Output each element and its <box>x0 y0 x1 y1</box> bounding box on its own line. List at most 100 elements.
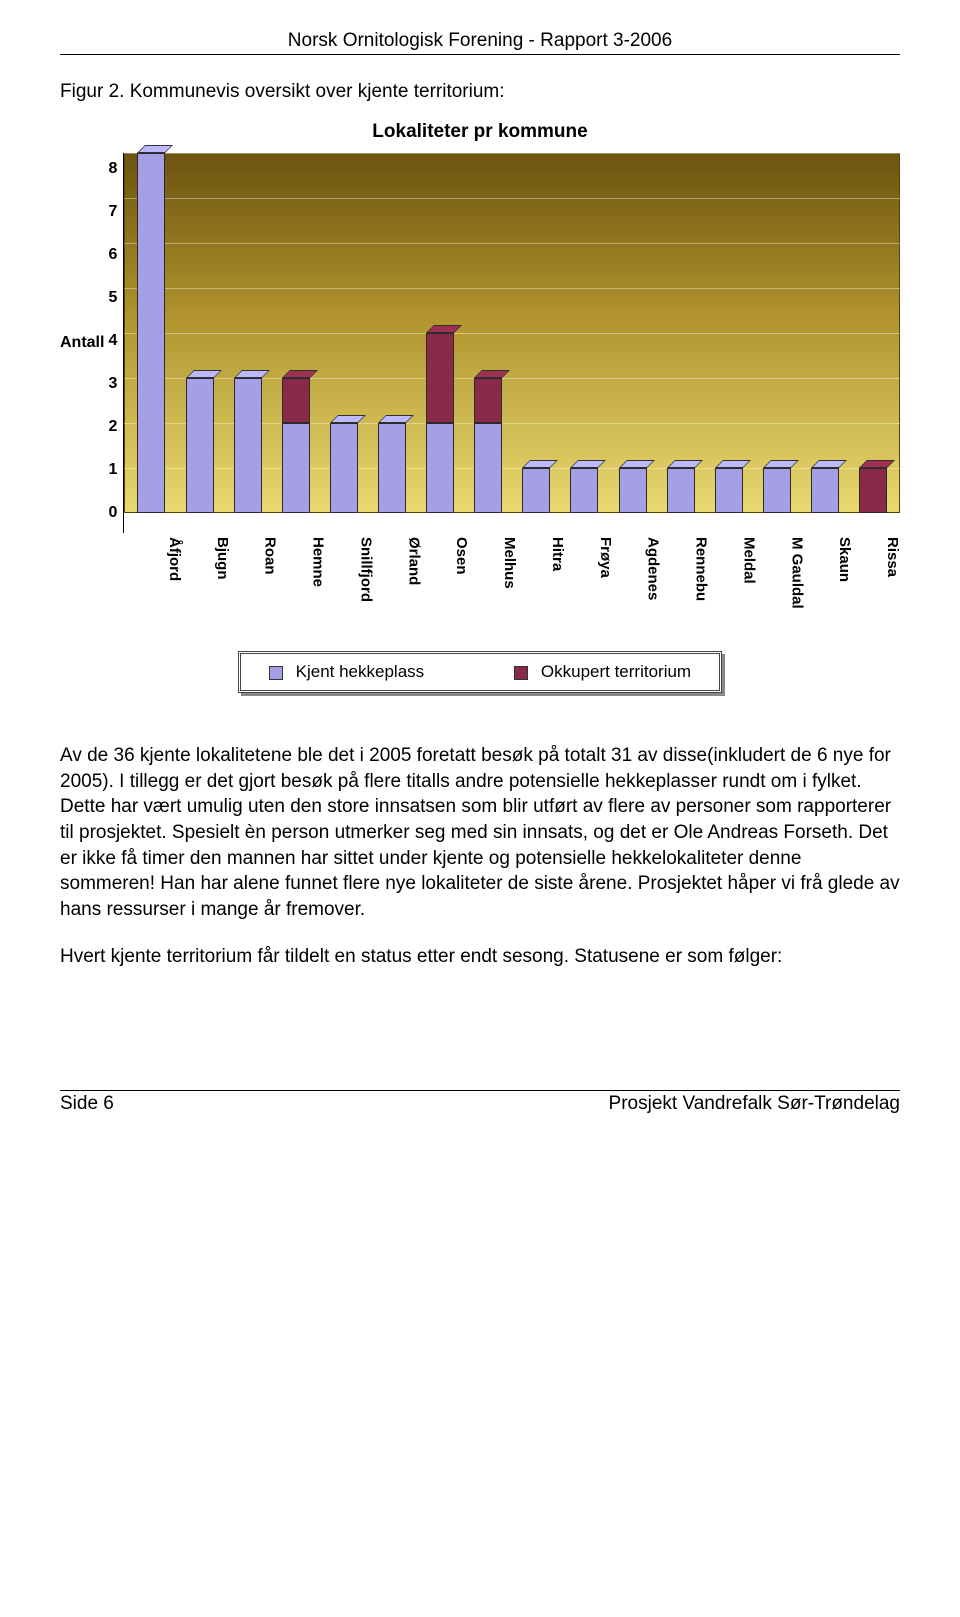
bar-top-cap <box>378 415 414 423</box>
bar-top-cap <box>570 460 606 468</box>
y-axis-ticks: 876543210 <box>108 153 123 513</box>
x-tick-label: Frøya <box>575 537 613 627</box>
bar-top-cap <box>619 460 655 468</box>
legend-item-okkupert: Okkupert territorium <box>514 662 691 682</box>
bar-segment-okkupert <box>282 378 310 423</box>
bar-top-cap <box>186 370 222 378</box>
bar-top-cap <box>715 460 751 468</box>
bar-segment-kjent <box>811 468 839 513</box>
bar-segment-okkupert <box>426 333 454 423</box>
x-tick-label: Skaun <box>814 537 852 627</box>
bar-slot <box>806 153 844 513</box>
bar-segment-kjent <box>137 153 165 513</box>
bar-slot <box>229 153 267 513</box>
bar <box>763 468 791 513</box>
bar-segment-kjent <box>186 378 214 513</box>
bar-segment-okkupert <box>859 468 887 513</box>
bar-top-cap <box>426 325 462 333</box>
bar <box>282 378 310 513</box>
x-tick-label: Meldal <box>719 537 757 627</box>
y-tick: 8 <box>108 161 117 177</box>
chart-plot-area <box>123 153 900 533</box>
x-tick-label: Hemne <box>288 537 326 627</box>
bar-slot <box>758 153 796 513</box>
bar-segment-kjent <box>234 378 262 513</box>
bar-slot <box>710 153 748 513</box>
footer-project: Prosjekt Vandrefalk Sør-Trøndelag <box>609 1093 900 1115</box>
bar-segment-kjent <box>522 468 550 513</box>
x-tick-label: Rissa <box>862 537 900 627</box>
legend-swatch-kjent <box>269 666 283 680</box>
legend-swatch-okkupert <box>514 666 528 680</box>
bar-slot <box>565 153 603 513</box>
page-footer: Side 6 Prosjekt Vandrefalk Sør-Trøndelag <box>60 1090 900 1115</box>
chart-legend: Kjent hekkeplass Okkupert territorium <box>238 651 722 693</box>
bar-top-cap <box>234 370 270 378</box>
bar-slot <box>613 153 651 513</box>
bar <box>859 468 887 513</box>
x-tick-label: Snillfjord <box>336 537 374 627</box>
bar <box>378 423 406 513</box>
bar <box>667 468 695 513</box>
bar-slot <box>854 153 892 513</box>
bar-slot <box>325 153 363 513</box>
chart-title: Lokaliteter pr kommune <box>60 121 900 143</box>
x-tick-label: Melhus <box>479 537 517 627</box>
x-tick-label: Rennebu <box>671 537 709 627</box>
bar-top-cap <box>763 460 799 468</box>
paragraph-1: Av de 36 kjente lokalitetene ble det i 2… <box>60 743 900 922</box>
y-tick: 5 <box>108 290 117 306</box>
y-tick: 4 <box>108 333 117 349</box>
x-tick-label: Bjugn <box>192 537 230 627</box>
bar-segment-kjent <box>282 423 310 513</box>
y-tick: 6 <box>108 247 117 263</box>
x-tick-label: Hitra <box>527 537 565 627</box>
y-tick: 3 <box>108 376 117 392</box>
bar-slot <box>421 153 459 513</box>
x-axis-labels: ÅfjordBjugnRoanHemneSnillfjordØrlandOsen… <box>60 537 900 627</box>
x-tick-label: Åfjord <box>144 537 182 627</box>
bar <box>570 468 598 513</box>
bar <box>811 468 839 513</box>
bar-top-cap <box>667 460 703 468</box>
paragraph-2: Hvert kjente territorium får tildelt en … <box>60 944 900 970</box>
legend-item-kjent: Kjent hekkeplass <box>269 662 424 682</box>
bar-slot <box>469 153 507 513</box>
bar <box>522 468 550 513</box>
bar-top-cap <box>859 460 895 468</box>
bar <box>474 378 502 513</box>
bar-slot <box>662 153 700 513</box>
bar-segment-kjent <box>619 468 647 513</box>
figure-caption: Figur 2. Kommunevis oversikt over kjente… <box>60 81 900 103</box>
bar <box>234 378 262 513</box>
legend-label-kjent: Kjent hekkeplass <box>296 662 425 681</box>
bar-segment-kjent <box>715 468 743 513</box>
bar-segment-kjent <box>474 423 502 513</box>
x-tick-label: M Gauldal <box>766 537 804 627</box>
x-tick-label: Ørland <box>383 537 421 627</box>
bar-segment-kjent <box>667 468 695 513</box>
y-axis-label: Antall <box>60 153 108 533</box>
chart-panel: Lokaliteter pr kommune Antall 876543210 … <box>60 121 900 693</box>
bar-segment-kjent <box>426 423 454 513</box>
bar-segment-kjent <box>330 423 358 513</box>
bar-segment-kjent <box>378 423 406 513</box>
bar-top-cap <box>282 370 318 378</box>
y-tick: 1 <box>108 462 117 478</box>
bar-segment-okkupert <box>474 378 502 423</box>
bar <box>330 423 358 513</box>
page-header: Norsk Ornitologisk Forening - Rapport 3-… <box>60 30 900 55</box>
bar <box>426 333 454 513</box>
bar-slot <box>132 153 170 513</box>
bar-top-cap <box>330 415 366 423</box>
legend-label-okkupert: Okkupert territorium <box>541 662 691 681</box>
bar-top-cap <box>811 460 847 468</box>
bar-slot <box>373 153 411 513</box>
bar <box>137 153 165 513</box>
y-tick: 2 <box>108 419 117 435</box>
x-tick-label: Roan <box>240 537 278 627</box>
bar-slot <box>180 153 218 513</box>
bar-slot <box>517 153 555 513</box>
y-tick: 7 <box>108 204 117 220</box>
bar-slot <box>277 153 315 513</box>
